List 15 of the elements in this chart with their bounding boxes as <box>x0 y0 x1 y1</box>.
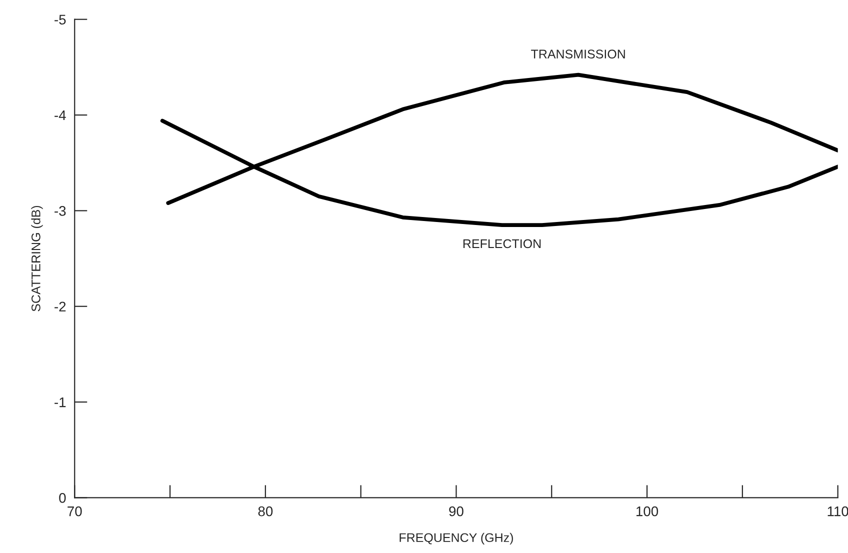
y-axis-title: SCATTERING (dB) <box>31 206 43 312</box>
x-tick-label: 100 <box>636 506 658 516</box>
y-tick-label: -1 <box>54 398 66 408</box>
x-tick-label: 90 <box>449 506 464 516</box>
x-axis-title: FREQUENCY (GHz) <box>400 532 513 545</box>
x-tick-label: 80 <box>258 506 273 516</box>
y-tick-label: 0 <box>59 493 66 503</box>
y-tick-label: -4 <box>54 110 66 120</box>
x-tick-label: 110 <box>828 506 848 516</box>
y-tick-label: -5 <box>54 14 66 25</box>
series-label: REFLECTION <box>463 239 541 248</box>
series-label: TRANSMISSION <box>531 50 625 58</box>
y-tick-label: -2 <box>54 302 66 312</box>
x-tick-label: 70 <box>68 506 82 516</box>
y-tick-label: -3 <box>54 206 66 216</box>
